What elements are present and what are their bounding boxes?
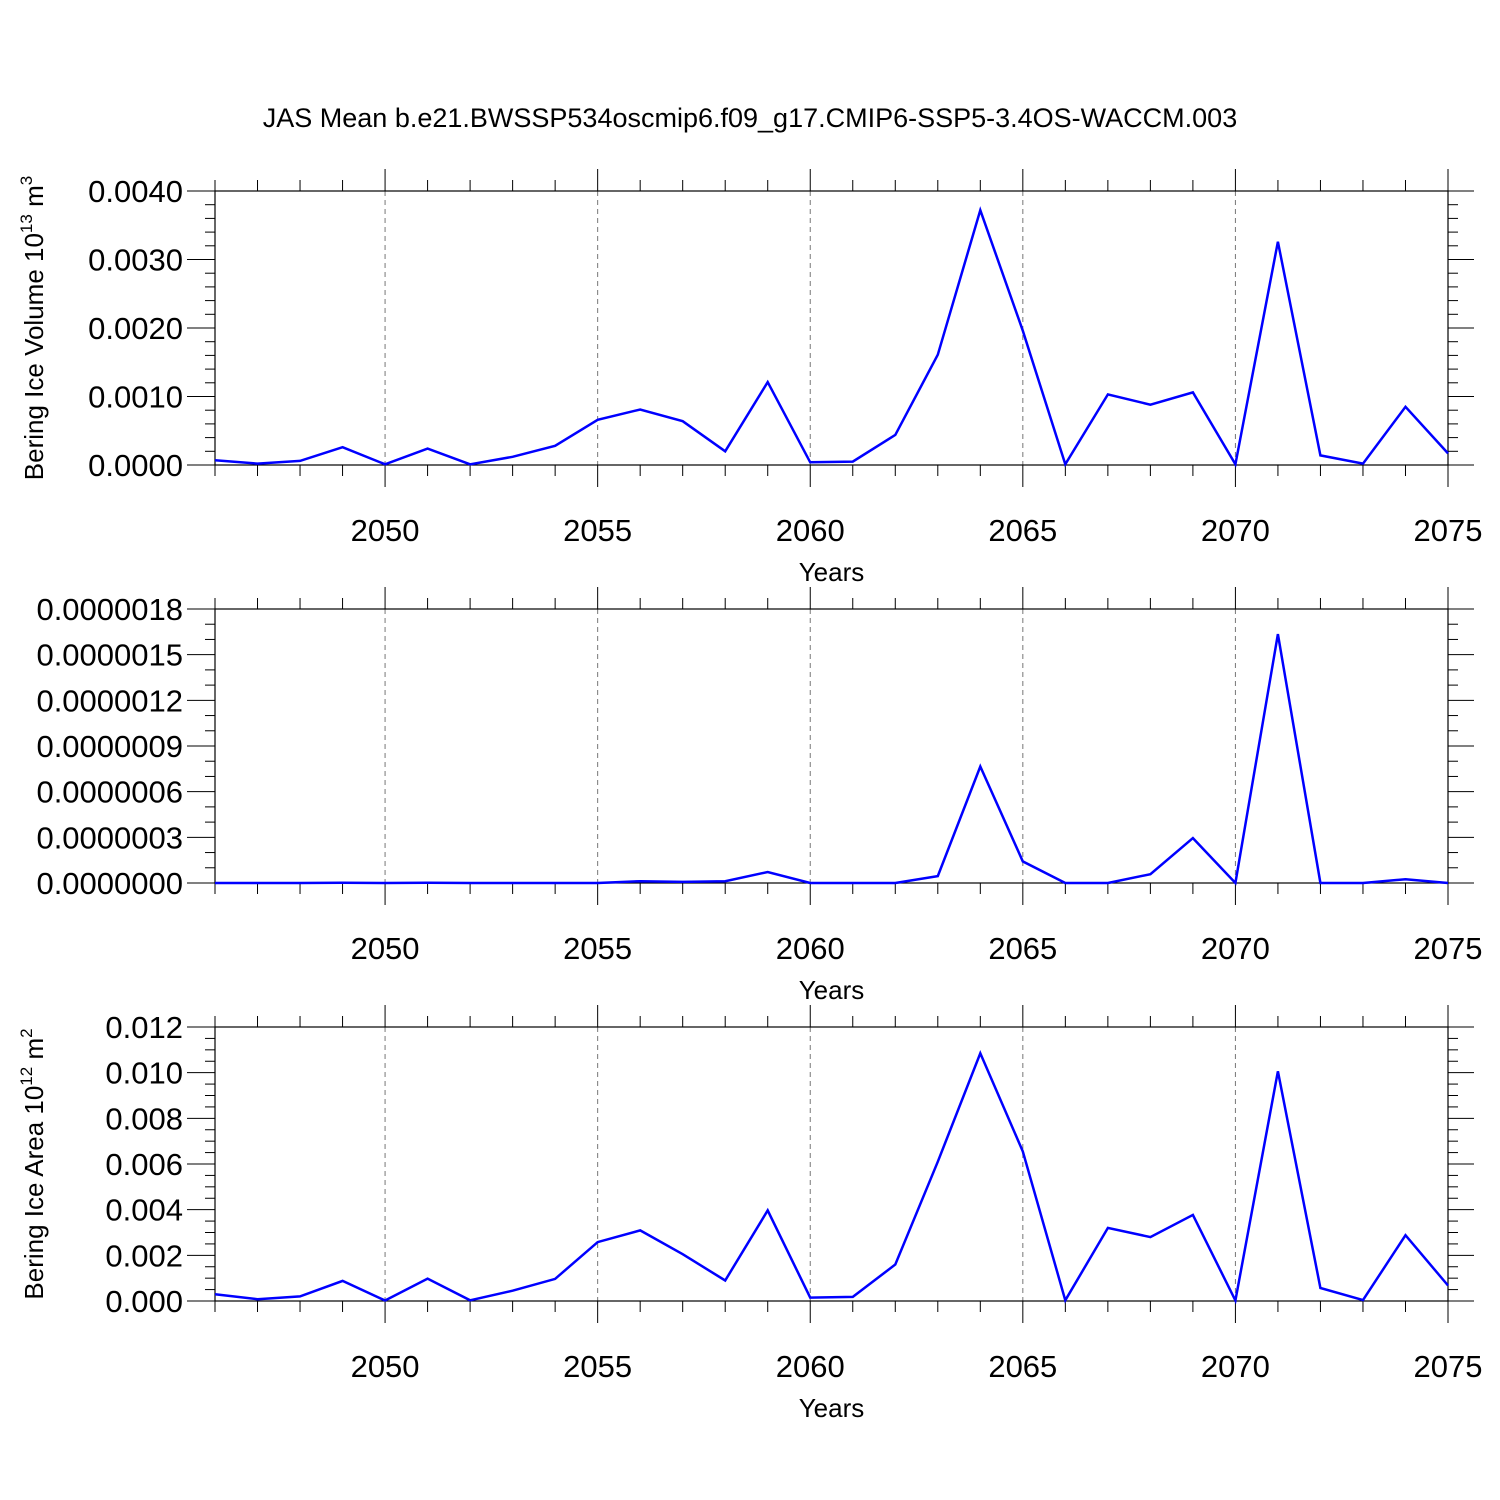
x-tick-label: 2050 xyxy=(351,513,420,548)
x-tick-label: 2070 xyxy=(1201,513,1270,548)
y-tick-label: 0.008 xyxy=(105,1101,183,1136)
chart-title: JAS Mean b.e21.BWSSP534oscmip6.f09_g17.C… xyxy=(263,103,1237,133)
y-tick-label: 0.0000009 xyxy=(36,729,183,764)
x-axis-label: Years xyxy=(799,557,865,587)
y-tick-label: 0.0010 xyxy=(88,380,183,415)
panel-1: 0.0000 0.0010 0.0020 0.0030 0.0040 2050 2055 20… xyxy=(17,169,1482,587)
x-tick-label: 2070 xyxy=(1201,931,1270,966)
series-line xyxy=(214,206,1449,468)
x-tick-label: 2075 xyxy=(1414,931,1483,966)
y-tick-label: 0.010 xyxy=(105,1056,183,1091)
x-tick-label: 2065 xyxy=(988,513,1057,548)
y-tick-label: 0.0000003 xyxy=(36,820,183,855)
x-tick-label: 2055 xyxy=(563,513,632,548)
x-tick-label: 2050 xyxy=(351,931,420,966)
x-tick-label: 2075 xyxy=(1414,1349,1483,1384)
y-axis-label: Bering Ice Volume 1013 m3 xyxy=(17,176,49,480)
panel-3: 0.000 0.002 0.004 0.006 0.008 0.010 0.012 2050 2… xyxy=(17,1005,1482,1423)
x-tick-label: 2060 xyxy=(776,513,845,548)
y-tick-label: 0.0000012 xyxy=(36,683,183,718)
series-line xyxy=(215,633,1449,886)
x-axis-label: Years xyxy=(799,1393,865,1423)
y-tick-label: 0.004 xyxy=(105,1193,183,1228)
y-tick-label: 0.0030 xyxy=(88,243,183,278)
x-tick-label: 2050 xyxy=(351,1349,420,1384)
panel-2: 0.0000000 0.0000003 0.0000006 0.0000009 0.00… xyxy=(36,587,1482,1005)
y-tick-label: 0.006 xyxy=(105,1147,183,1182)
x-tick-label: 2065 xyxy=(988,931,1057,966)
y-tick-label: 0.0000015 xyxy=(36,638,183,673)
x-axis-label: Years xyxy=(799,975,865,1005)
y-axis-label: Bering Ice Area 1012 m2 xyxy=(17,1028,49,1299)
x-tick-label: 2070 xyxy=(1201,1349,1270,1384)
x-tick-label: 2060 xyxy=(776,931,845,966)
panels: 0.0000 0.0010 0.0020 0.0030 0.0040 2050 2055 20… xyxy=(17,169,1482,1423)
x-tick-label: 2060 xyxy=(776,1349,845,1384)
y-tick-label: 0.0000018 xyxy=(36,592,183,627)
y-tick-label: 0.0000000 xyxy=(36,866,183,901)
x-tick-label: 2055 xyxy=(563,931,632,966)
y-tick-label: 0.0020 xyxy=(88,311,183,346)
y-tick-label: 0.002 xyxy=(105,1238,183,1273)
x-tick-label: 2065 xyxy=(988,1349,1057,1384)
y-tick-label: 0.0000006 xyxy=(36,775,183,810)
y-tick-label: 0.000 xyxy=(105,1284,183,1319)
y-tick-label: 0.0040 xyxy=(88,174,183,209)
y-tick-label: 0.012 xyxy=(105,1010,183,1045)
series-line xyxy=(214,1050,1449,1305)
x-tick-label: 2075 xyxy=(1414,513,1483,548)
x-tick-label: 2055 xyxy=(563,1349,632,1384)
y-tick-label: 0.0000 xyxy=(88,448,183,483)
